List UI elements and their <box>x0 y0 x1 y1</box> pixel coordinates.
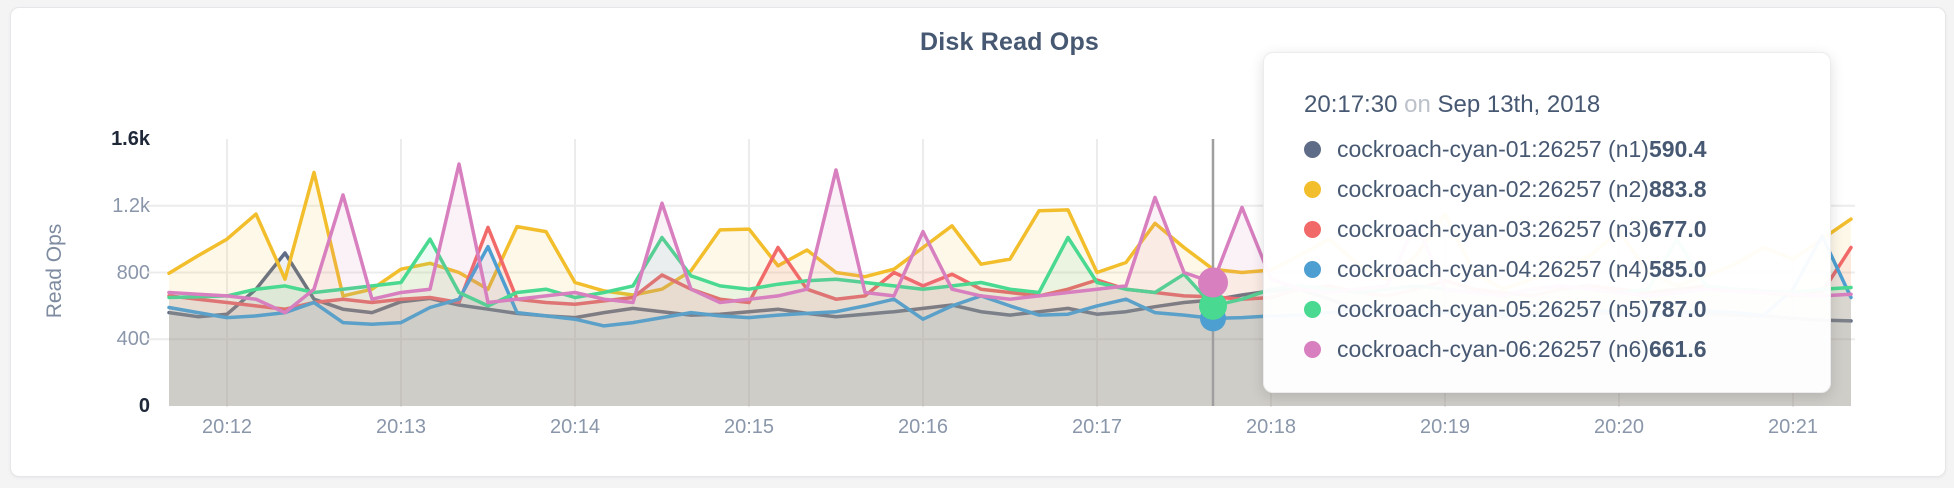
tooltip-series-name: cockroach-cyan-04:26257 (n4) <box>1337 255 1649 282</box>
tooltip-series-value: 585.0 <box>1648 255 1707 282</box>
tooltip-header: 20:17:30 on Sep 13th, 2018 <box>1304 91 1830 121</box>
tooltip-conjunction: on <box>1404 91 1431 118</box>
chart-hover-tooltip: 20:17:30 on Sep 13th, 2018 cockroach-cya… <box>1263 52 1831 393</box>
y-tick-label: 800 <box>116 261 150 284</box>
tooltip-row: cockroach-cyan-03:26257 (n3) 677.0 <box>1304 209 1830 249</box>
chart-title: Disk Read Ops <box>919 28 1100 56</box>
tooltip-row: cockroach-cyan-04:26257 (n4) 585.0 <box>1304 249 1830 289</box>
tooltip-series-value: 677.0 <box>1648 215 1707 242</box>
series-color-dot-icon <box>1304 340 1321 358</box>
tooltip-series-name: cockroach-cyan-06:26257 (n6) <box>1337 335 1649 362</box>
x-tick-label: 20:19 <box>1419 416 1471 438</box>
tooltip-row: cockroach-cyan-02:26257 (n2) 883.8 <box>1304 169 1830 209</box>
series-color-dot-icon <box>1304 220 1321 238</box>
y-tick-label: 1.2k <box>112 194 150 217</box>
tooltip-row: cockroach-cyan-01:26257 (n1) 590.4 <box>1304 129 1830 169</box>
series-color-dot-icon <box>1304 300 1321 318</box>
tooltip-row: cockroach-cyan-05:26257 (n5) 787.0 <box>1304 289 1830 329</box>
tooltip-series-value: 661.6 <box>1648 335 1707 362</box>
y-tick-label: 0 <box>138 395 150 417</box>
x-tick-label: 20:21 <box>1767 416 1819 438</box>
x-tick-label: 20:14 <box>549 416 601 438</box>
series-color-dot-icon <box>1304 180 1321 198</box>
hover-dot-n6 <box>1198 267 1228 298</box>
tooltip-series-name: cockroach-cyan-01:26257 (n1) <box>1337 135 1649 162</box>
tooltip-row: cockroach-cyan-06:26257 (n6) 661.6 <box>1304 329 1830 369</box>
x-tick-label: 20:12 <box>201 416 253 438</box>
x-tick-label: 20:15 <box>723 416 775 438</box>
x-tick-label: 20:13 <box>375 416 427 438</box>
y-tick-label: 400 <box>116 328 150 351</box>
series-color-dot-icon <box>1304 140 1321 158</box>
y-tick-label: 1.6k <box>111 128 150 150</box>
tooltip-series-value: 590.4 <box>1648 135 1707 162</box>
x-tick-label: 20:17 <box>1071 416 1123 438</box>
tooltip-series-name: cockroach-cyan-02:26257 (n2) <box>1337 175 1649 202</box>
x-tick-label: 20:20 <box>1593 416 1645 438</box>
tooltip-date: Sep 13th, 2018 <box>1437 91 1601 118</box>
tooltip-rows: cockroach-cyan-01:26257 (n1) 590.4 cockroa… <box>1304 129 1830 369</box>
x-tick-label: 20:18 <box>1245 416 1297 438</box>
series-color-dot-icon <box>1304 260 1321 278</box>
tooltip-series-value: 883.8 <box>1648 175 1707 202</box>
hover-dot-n5 <box>1199 291 1227 320</box>
tooltip-time: 20:17:30 <box>1304 91 1398 118</box>
x-tick-label: 20:16 <box>897 416 949 438</box>
tooltip-series-name: cockroach-cyan-05:26257 (n5) <box>1337 295 1649 322</box>
tooltip-series-name: cockroach-cyan-03:26257 (n3) <box>1337 215 1649 242</box>
tooltip-series-value: 787.0 <box>1648 295 1707 322</box>
